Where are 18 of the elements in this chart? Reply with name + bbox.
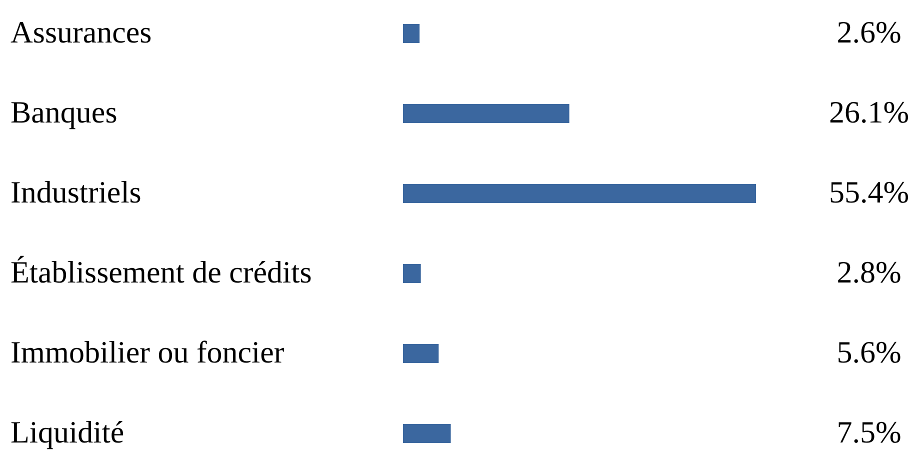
bar — [403, 264, 421, 284]
bar — [403, 424, 451, 444]
data-label: 2.8% — [836, 254, 902, 290]
y-tick-label: Banques — [10, 94, 118, 130]
data-label: 55.4% — [828, 174, 910, 210]
bar — [403, 104, 570, 124]
data-label: 2.6% — [836, 14, 902, 50]
data-label: 5.6% — [836, 334, 902, 370]
y-tick-label: Industriels — [10, 174, 142, 210]
data-label: 26.1% — [828, 94, 910, 130]
data-label: 7.5% — [836, 414, 902, 450]
bar — [403, 24, 420, 44]
y-tick-label: Assurances — [10, 14, 152, 50]
bar — [403, 344, 439, 364]
y-tick-label: Liquidité — [10, 414, 124, 450]
y-tick-label: Immobilier ou foncier — [10, 334, 285, 370]
bar — [403, 184, 756, 204]
y-tick-label: Établissement de crédits — [10, 254, 312, 290]
